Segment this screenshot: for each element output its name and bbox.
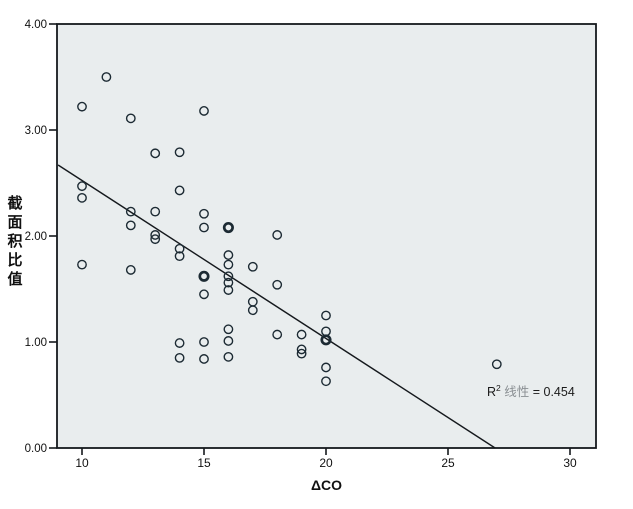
y-tick-label: 4.00 [25, 19, 47, 31]
data-point [199, 354, 209, 364]
y-tick-label: 1.00 [25, 337, 47, 349]
data-point [321, 310, 331, 321]
data-point [77, 181, 87, 192]
data-point [223, 277, 234, 288]
data-point [247, 305, 258, 316]
data-point [321, 376, 331, 387]
data-point [223, 250, 234, 260]
data-point [125, 220, 136, 231]
data-point [174, 243, 185, 254]
data-point [77, 192, 87, 203]
y-tick-label: 3.00 [25, 125, 47, 137]
data-point [296, 329, 307, 340]
x-tick-label: 20 [319, 456, 333, 470]
x-tick-label: 15 [197, 456, 211, 470]
x-tick-label: 10 [75, 456, 89, 470]
regression-line [57, 164, 496, 449]
data-point [491, 359, 502, 370]
data-point [272, 230, 283, 240]
data-point [77, 101, 87, 112]
x-tick-label: 30 [563, 456, 577, 470]
data-point [199, 337, 209, 347]
data-point [150, 230, 161, 240]
x-tick-label: 25 [441, 456, 455, 470]
data-point [77, 259, 87, 270]
data-point [174, 352, 185, 363]
data-point [247, 261, 258, 272]
data-point [125, 265, 136, 275]
data-point [223, 351, 234, 362]
r-squared-annotation: R2 线性 = 0.454 [487, 383, 575, 399]
data-point [198, 270, 210, 282]
data-point [150, 234, 161, 245]
data-point [223, 324, 234, 335]
y-axis-title-char: 值 [7, 270, 22, 288]
data-point [222, 221, 234, 234]
data-point [223, 336, 234, 346]
data-point [321, 362, 331, 373]
y-axis-title-char: 截 [7, 194, 22, 212]
data-point [296, 344, 307, 355]
data-point [125, 206, 136, 217]
y-axis-title-char: 比 [7, 251, 22, 269]
data-point [272, 329, 283, 340]
data-point [199, 208, 209, 219]
data-point [296, 348, 307, 359]
data-point [199, 222, 209, 233]
y-axis-title-char: 积 [7, 232, 22, 250]
data-point [174, 251, 185, 262]
data-point [174, 338, 185, 348]
data-point [174, 185, 185, 196]
data-point [101, 72, 112, 82]
data-point [223, 259, 234, 270]
data-point [150, 148, 161, 159]
y-axis-title-char: 面 [7, 214, 22, 231]
data-point [125, 113, 136, 124]
data-point [223, 285, 234, 295]
data-point [150, 206, 161, 217]
data-point [223, 271, 234, 282]
y-tick-label: 0.00 [25, 443, 47, 455]
data-point [174, 147, 185, 158]
data-point [199, 106, 209, 116]
data-point [320, 334, 332, 346]
y-tick-label: 2.00 [25, 231, 47, 243]
x-axis-title: ΔCO [311, 477, 342, 493]
data-point [272, 279, 283, 290]
data-point [199, 289, 209, 300]
